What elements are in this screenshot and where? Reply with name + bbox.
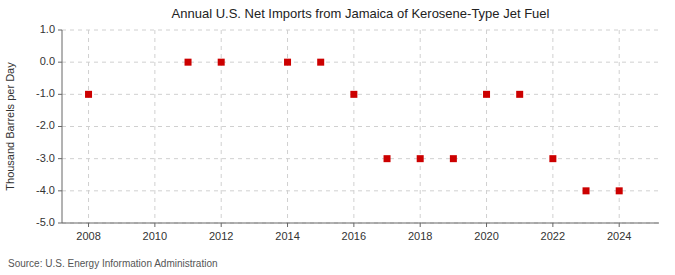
source-annotation: Source: U.S. Energy Information Administ… <box>8 258 218 269</box>
y-tick-label: -5.0 <box>36 216 55 228</box>
marks <box>85 59 623 195</box>
x-tick-label: 2020 <box>474 230 498 242</box>
y-tick <box>58 94 62 95</box>
y-grid-line <box>62 126 659 127</box>
x-tick-label: 2014 <box>275 230 299 242</box>
x-tick-label: 2012 <box>209 230 233 242</box>
axes: 1.0 0.0 -1.0 -2.0 -3.0 -4.0 -5.0 2008 2010 2012 20… <box>36 23 659 242</box>
y-axis-line <box>62 30 63 223</box>
x-tick-label: 2008 <box>76 230 100 242</box>
point <box>317 59 324 66</box>
y-grid-line <box>62 94 659 95</box>
x-grid-line <box>486 30 487 223</box>
y-grid-line <box>62 190 659 191</box>
chart-title: Annual U.S. Net Imports from Jamaica of … <box>172 6 550 21</box>
point <box>583 187 590 194</box>
x-grid-line <box>420 30 421 223</box>
point <box>218 59 225 66</box>
x-grid-line <box>353 30 354 223</box>
x-tick-label: 2010 <box>143 230 167 242</box>
x-tick <box>221 223 222 227</box>
point <box>85 91 92 98</box>
y-tick-label: 1.0 <box>40 23 55 35</box>
point <box>417 155 424 162</box>
chart-container: 1.0 0.0 -1.0 -2.0 -3.0 -4.0 -5.0 2008 2010 2012 20… <box>0 0 675 275</box>
x-tick-label: 2022 <box>541 230 565 242</box>
y-tick-label: -1.0 <box>36 87 55 99</box>
y-grid-line <box>62 223 659 224</box>
y-grid-line <box>62 30 659 31</box>
x-axis-line <box>62 223 659 224</box>
point <box>185 59 192 66</box>
point <box>616 187 623 194</box>
x-grid-line <box>552 30 553 223</box>
x-tick <box>353 223 354 227</box>
y-tick-label: -2.0 <box>36 119 55 131</box>
point <box>350 91 357 98</box>
point <box>483 91 490 98</box>
x-grid-line <box>88 30 89 223</box>
x-tick <box>420 223 421 227</box>
point <box>384 155 391 162</box>
x-grid-line <box>154 30 155 223</box>
y-tick-label: -4.0 <box>36 184 55 196</box>
x-tick-label: 2018 <box>408 230 432 242</box>
y-tick-label: -3.0 <box>36 152 55 164</box>
y-grid-line <box>62 158 659 159</box>
y-tick <box>58 190 62 191</box>
y-tick <box>58 223 62 224</box>
point <box>549 155 556 162</box>
chart-svg: 1.0 0.0 -1.0 -2.0 -3.0 -4.0 -5.0 2008 2010 2012 20… <box>0 0 675 275</box>
x-tick <box>619 223 620 227</box>
point <box>516 91 523 98</box>
x-tick <box>88 223 89 227</box>
y-tick <box>58 30 62 31</box>
x-tick <box>552 223 553 227</box>
grid <box>62 30 659 223</box>
x-tick <box>287 223 288 227</box>
y-tick <box>58 62 62 63</box>
y-grid-line <box>62 62 659 63</box>
x-tick-label: 2016 <box>342 230 366 242</box>
x-tick <box>486 223 487 227</box>
x-tick-label: 2024 <box>607 230 631 242</box>
x-tick <box>154 223 155 227</box>
y-tick-label: 0.0 <box>40 55 55 67</box>
y-tick <box>58 158 62 159</box>
point <box>450 155 457 162</box>
point <box>284 59 291 66</box>
y-tick <box>58 126 62 127</box>
y-axis-label: Thousand Barrels per Day <box>4 62 16 191</box>
